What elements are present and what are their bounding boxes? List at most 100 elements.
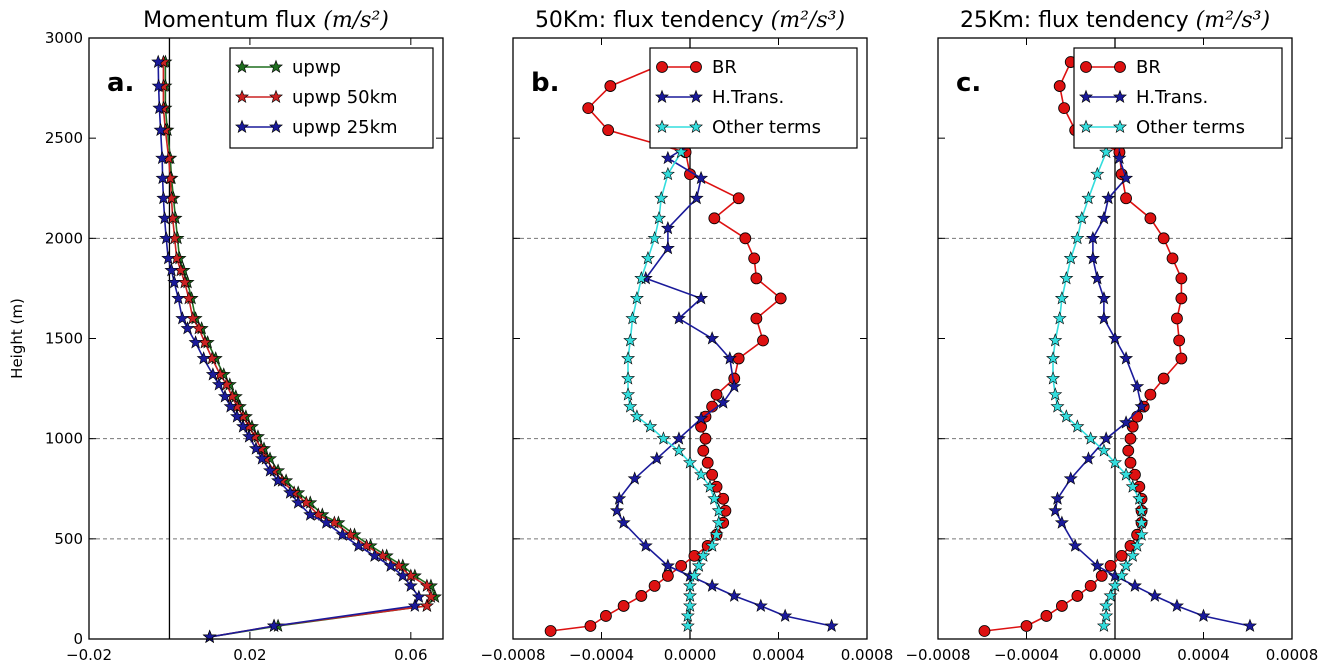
y-axis-label: Height (m) (8, 298, 26, 379)
data-point (1157, 232, 1170, 245)
panel-3: −0.0008 −0.0004 0.0000 0.0004 0.0008 25Km: fl… (905, 8, 1318, 664)
data-point (1125, 479, 1140, 493)
legend-marker (656, 61, 668, 73)
data-point (1103, 588, 1118, 602)
data-point (1046, 351, 1061, 365)
panel-2: −0.0008 −0.0004 0.0000 0.0004 0.0008 50Km: fl… (480, 8, 893, 664)
data-point (1068, 538, 1083, 552)
data-point (629, 291, 644, 305)
data-point (696, 548, 711, 562)
data-point (717, 492, 730, 505)
panel-letter: a. (107, 68, 134, 98)
data-point (706, 468, 719, 481)
data-point (1084, 580, 1097, 592)
data-point (683, 578, 697, 592)
data-point (824, 618, 839, 632)
data-point (638, 538, 653, 552)
data-point (649, 451, 664, 465)
data-point (1054, 515, 1069, 529)
data-point (1053, 80, 1066, 92)
data-point (691, 558, 706, 572)
data-point (1175, 272, 1188, 285)
data-point (709, 527, 724, 541)
data-point (660, 150, 675, 165)
data-point (1054, 291, 1069, 305)
data-point (159, 230, 174, 245)
data-point (167, 275, 182, 289)
data-point (267, 618, 282, 632)
data-point (236, 419, 251, 433)
data-point (1120, 192, 1132, 205)
data-point (164, 263, 179, 277)
data-point (157, 210, 172, 225)
data-point (291, 495, 306, 509)
data-point (1099, 144, 1114, 159)
data-point (419, 578, 434, 592)
data-point (750, 272, 763, 285)
data-point (647, 230, 662, 245)
x-tick-label: 0.0008 (1266, 646, 1319, 664)
data-point (1090, 271, 1105, 285)
data-point (711, 503, 726, 517)
series-upwp-25km (151, 54, 426, 643)
series-h-trans- (609, 54, 839, 632)
data-point (708, 212, 721, 225)
data-point (732, 352, 745, 365)
data-point (1112, 150, 1127, 165)
data-point (1048, 503, 1063, 517)
data-point (1099, 431, 1114, 445)
data-point (623, 399, 638, 413)
title-unit: (m/s²) (323, 8, 389, 33)
data-point (625, 311, 640, 325)
legend-label: BR (712, 57, 737, 78)
data-point (660, 220, 675, 235)
data-point (383, 558, 398, 572)
data-point (757, 334, 769, 347)
data-point (652, 210, 667, 225)
data-point (1096, 618, 1111, 632)
legend-marker (235, 89, 249, 103)
data-point (1101, 190, 1116, 205)
data-point (1122, 444, 1135, 457)
data-point (1096, 291, 1111, 305)
legend-marker (1079, 89, 1093, 103)
data-point (205, 367, 220, 381)
legend: BR H.Trans. Other terms (649, 47, 858, 149)
legend-marker (690, 61, 702, 73)
data-point (1096, 443, 1111, 457)
y-tick-label: 0 (73, 630, 83, 648)
data-point (748, 252, 761, 265)
data-point (600, 610, 612, 622)
data-point (654, 190, 669, 205)
legend-label: BR (1136, 57, 1161, 78)
data-point (683, 588, 697, 602)
legend-marker (1079, 119, 1093, 133)
data-point (1052, 311, 1067, 325)
legend-marker (1113, 119, 1127, 133)
y-tick-label: 3000 (45, 29, 83, 47)
data-point (423, 589, 438, 603)
data-point (188, 335, 203, 349)
data-point (1050, 491, 1065, 505)
x-tick-label: −0.0008 (905, 646, 970, 664)
data-point (223, 399, 238, 413)
data-point (1056, 600, 1068, 612)
series-other-terms (1046, 144, 1149, 632)
title-text: 50Km: flux tendency (535, 8, 771, 33)
data-point (1127, 578, 1142, 592)
data-point (716, 395, 731, 409)
legend-marker (269, 59, 283, 73)
data-point (701, 456, 714, 469)
legend-marker (689, 119, 703, 133)
legend-marker (1114, 61, 1126, 73)
y-tick-label: 1000 (45, 430, 83, 448)
data-point (660, 240, 675, 255)
data-point (1175, 352, 1188, 365)
data-point (1173, 334, 1186, 347)
data-point (1130, 538, 1145, 552)
y-tick-label: 2500 (45, 129, 83, 147)
x-tick-label: −0.0008 (480, 646, 545, 664)
data-point (230, 409, 245, 423)
data-point (1175, 292, 1188, 305)
